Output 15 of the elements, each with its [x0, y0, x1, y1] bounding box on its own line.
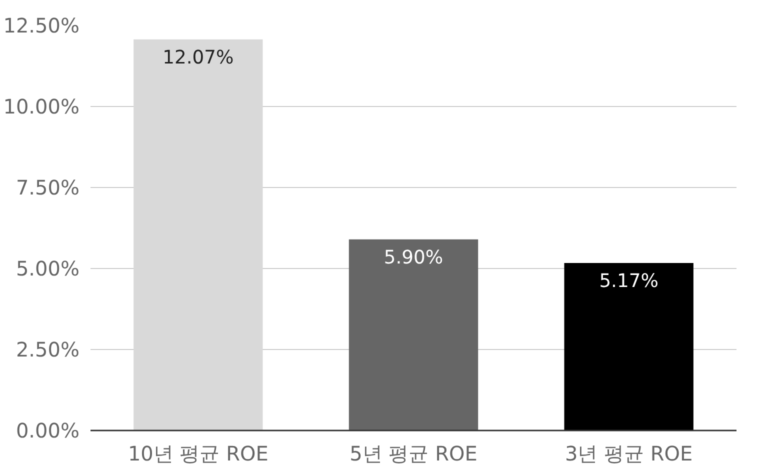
y-tick-label: 2.50%: [16, 338, 80, 362]
data-label: 5.17%: [599, 270, 658, 292]
y-tick-label: 0.00%: [16, 418, 80, 442]
data-label: 12.07%: [162, 47, 234, 68]
bar: [564, 262, 694, 430]
bar: [348, 239, 478, 430]
x-tick-label: 10년 평균 ROE: [128, 442, 268, 466]
y-tick-label: 5.00%: [16, 256, 80, 280]
data-label: 5.90%: [384, 247, 444, 268]
y-tick-label: 12.50%: [3, 14, 80, 38]
bar: [134, 39, 263, 430]
x-tick-label: 5년 평균 ROE: [350, 442, 478, 466]
y-tick-label: 10.00%: [3, 94, 80, 118]
x-tick-label: 3년 평균 ROE: [564, 442, 693, 466]
y-tick-label: 7.50%: [16, 176, 80, 200]
